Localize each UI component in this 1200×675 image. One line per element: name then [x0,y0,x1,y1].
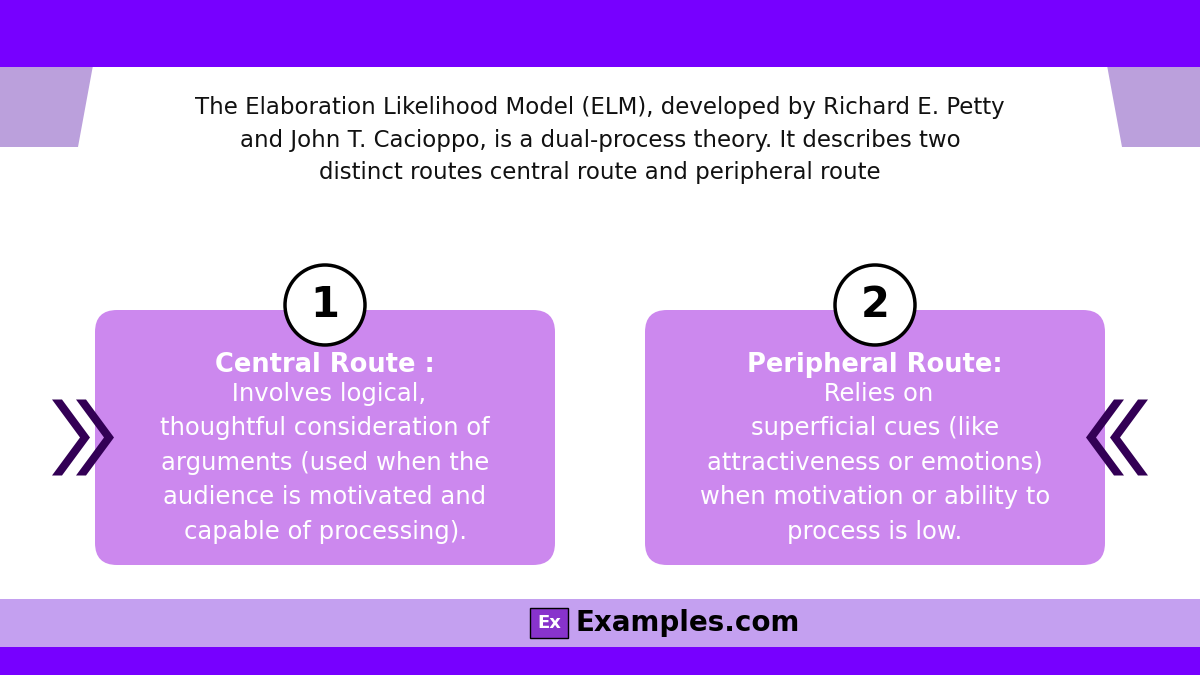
Circle shape [835,265,916,345]
Polygon shape [1110,400,1148,475]
Text: Involves logical,
thoughtful consideration of
arguments (used when the
audience : Involves logical, thoughtful considerati… [160,382,490,544]
Circle shape [286,265,365,345]
Bar [0,0,1200,67]
FancyBboxPatch shape [530,608,568,638]
Polygon shape [52,400,90,475]
Text: Peripheral Route:: Peripheral Route: [748,352,1003,378]
Text: Relies on
superficial cues (like
attractiveness or emotions)
when motivation or : Relies on superficial cues (like attract… [700,382,1050,544]
Text: The Elaboration Likelihood Model (ELM), developed by Richard E. Petty
and John T: The Elaboration Likelihood Model (ELM), … [196,96,1004,184]
Polygon shape [1096,0,1200,147]
Polygon shape [1086,400,1124,475]
Text: Ex: Ex [538,614,560,632]
Bar [0,599,1200,647]
Text: 2: 2 [860,284,889,326]
Text: Central Route :: Central Route : [215,352,434,378]
Polygon shape [76,400,114,475]
Text: 1: 1 [311,284,340,326]
Polygon shape [0,0,106,147]
Text: Examples.com: Examples.com [576,609,800,637]
Text: Elaboration Likelihood Model (ELM): Elaboration Likelihood Model (ELM) [0,5,1200,63]
FancyBboxPatch shape [95,310,554,565]
FancyBboxPatch shape [646,310,1105,565]
Bar [0,647,1200,675]
